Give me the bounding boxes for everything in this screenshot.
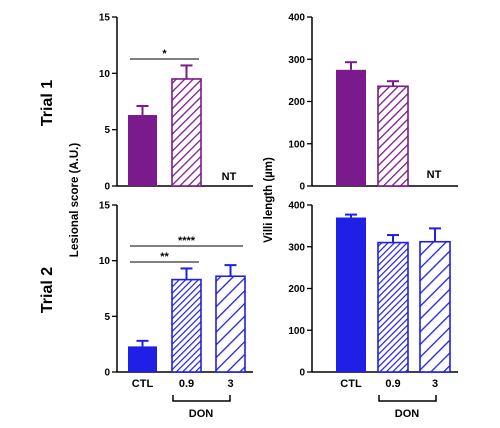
- bar-0.9: [377, 241, 409, 373]
- y-tick-label: 0: [299, 182, 305, 193]
- y-tick-label: 10: [99, 69, 111, 80]
- bar-3: [215, 275, 246, 373]
- bar-0.9: [171, 78, 202, 187]
- bar-CTL: [336, 217, 366, 372]
- bar-3: [419, 240, 451, 373]
- x-tick-label: 3: [227, 378, 233, 390]
- y-tick-label: 0: [299, 368, 305, 379]
- don-label-right: DON: [395, 408, 420, 420]
- don-bracket-right: [378, 395, 437, 402]
- y-axis-title-villi-length: Villi length (µm): [263, 157, 275, 243]
- don-label-left: DON: [189, 408, 214, 420]
- y-tick-label: 5: [104, 125, 110, 136]
- bar-CTL: [336, 69, 366, 186]
- x-tick-label: 0.9: [179, 378, 194, 390]
- y-tick-label: 300: [288, 55, 305, 66]
- not-tested-label-p1: NT: [222, 171, 237, 183]
- y-tick-label: 0: [104, 182, 110, 193]
- panel-p1: 0 5 10 15 *: [99, 13, 253, 193]
- don-bracket-left: [172, 395, 231, 402]
- y-tick-label: 200: [288, 284, 305, 295]
- y-tick-label: 15: [99, 13, 111, 24]
- x-tick-label: CTL: [340, 378, 362, 390]
- y-tick-label: 100: [288, 326, 305, 337]
- bar-CTL: [128, 346, 157, 372]
- y-tick-label: 300: [288, 242, 305, 253]
- bar-CTL: [128, 115, 157, 186]
- row-label-trial1: Trial 1: [39, 80, 56, 126]
- y-axis-title-lesional-score: Lesional score (A.U.): [69, 143, 81, 258]
- x-tick-label: CTL: [132, 378, 154, 390]
- y-tick-label: 0: [104, 368, 110, 379]
- y-tick-label: 5: [104, 312, 110, 323]
- y-tick-label: 100: [288, 139, 305, 150]
- panel-p2: 0 100 200 300 400: [288, 13, 458, 193]
- x-tick-label: 0.9: [385, 378, 400, 390]
- y-tick-label: 400: [288, 201, 305, 212]
- x-tick-label: 3: [432, 378, 438, 390]
- y-tick-label: 10: [99, 256, 111, 267]
- bar-0.9: [171, 278, 202, 373]
- significance-label: **: [160, 251, 169, 263]
- y-tick-label: 400: [288, 13, 305, 24]
- panel-p4: 0 100 200 300 400 CTL 0.9 3: [288, 201, 458, 390]
- bar-0.9: [377, 85, 409, 187]
- significance-label: *: [162, 48, 167, 60]
- significance-label: ****: [178, 235, 196, 247]
- row-label-trial2: Trial 2: [39, 267, 56, 313]
- y-tick-label: 200: [288, 97, 305, 108]
- y-tick-label: 15: [99, 201, 111, 212]
- not-tested-label-p2: NT: [427, 169, 442, 181]
